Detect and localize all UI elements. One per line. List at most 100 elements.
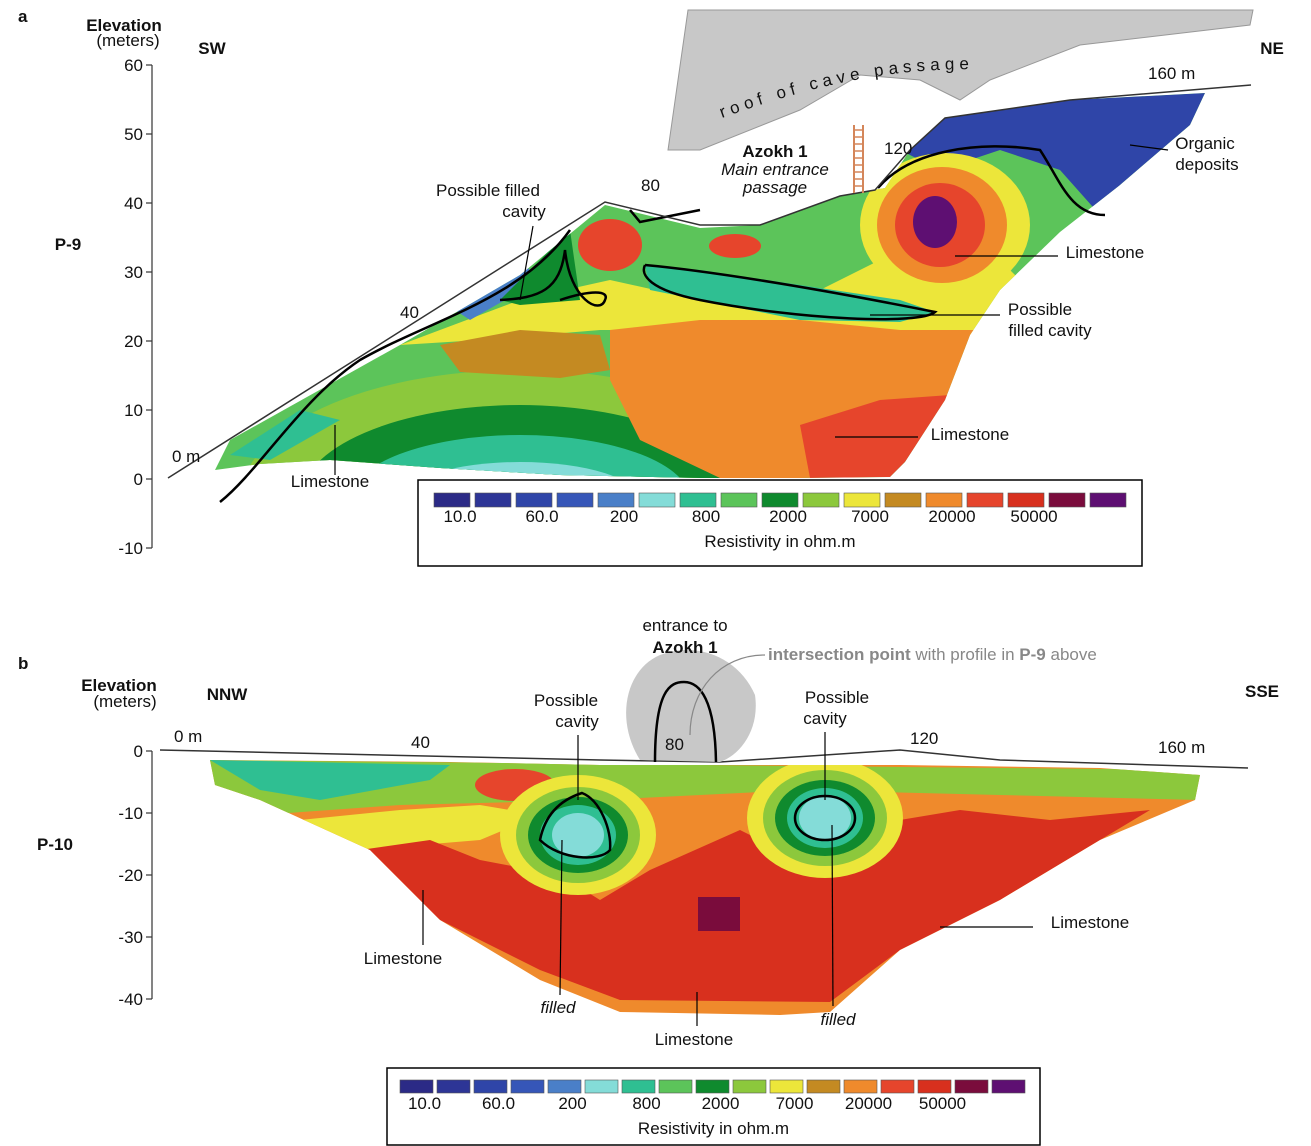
legend-label: 50000 — [1010, 507, 1057, 526]
tick-label: -30 — [118, 928, 143, 947]
legend-label: 2000 — [769, 507, 807, 526]
annotation: Limestone — [655, 1030, 733, 1049]
legend-swatch — [680, 493, 716, 507]
site-note: Main entrance — [721, 160, 829, 179]
legend-swatch — [516, 493, 552, 507]
legend-swatch — [1049, 493, 1085, 507]
annotation: cavity — [803, 709, 847, 728]
legend-swatch — [992, 1080, 1025, 1093]
legend-swatch — [475, 493, 511, 507]
legend-label: 800 — [632, 1094, 660, 1113]
annotation: Limestone — [1066, 243, 1144, 262]
legend-label: 2000 — [702, 1094, 740, 1113]
annotation: Possible filled — [436, 181, 540, 200]
section-b — [200, 750, 1210, 1030]
distance-label: 0 m — [174, 727, 202, 746]
tick-label: 0 — [134, 470, 143, 489]
entrance-label: entrance to — [642, 616, 727, 635]
tick-label: 50 — [124, 125, 143, 144]
tick-label: 40 — [124, 194, 143, 213]
tick-label: -20 — [118, 866, 143, 885]
distance-label: 40 — [411, 733, 430, 752]
legend-label: 200 — [558, 1094, 586, 1113]
tick-label: 0 — [134, 742, 143, 761]
site-name: Azokh 1 — [742, 142, 807, 161]
legend-swatch — [639, 493, 675, 507]
legend-swatch — [557, 493, 593, 507]
annotation: Limestone — [1051, 913, 1129, 932]
legend-swatch — [926, 493, 962, 507]
legend-swatch — [622, 1080, 655, 1093]
zone — [698, 897, 740, 931]
legend-swatch — [955, 1080, 988, 1093]
zone — [913, 196, 957, 248]
annotation: cavity — [502, 202, 546, 221]
distance-label: 120 — [884, 139, 912, 158]
legend-label: 20000 — [845, 1094, 892, 1113]
legend-swatch — [807, 1080, 840, 1093]
legend-swatch — [762, 493, 798, 507]
legend-swatch — [918, 1080, 951, 1093]
profile-name: P-9 — [55, 235, 81, 254]
legend-swatch — [598, 493, 634, 507]
distance-label: 0 m — [172, 447, 200, 466]
direction: NE — [1260, 39, 1284, 58]
distance-label: 160 m — [1148, 64, 1195, 83]
tick-label: 20 — [124, 332, 143, 351]
legend-label: 7000 — [776, 1094, 814, 1113]
axis-unit: (meters) — [93, 692, 156, 711]
annotation: filled — [541, 998, 577, 1017]
legend-swatch — [659, 1080, 692, 1093]
annotation: Limestone — [291, 472, 369, 491]
annotation: Possible — [805, 688, 869, 707]
tick-label: 60 — [124, 56, 143, 75]
legend-title: Resistivity in ohm.m — [704, 532, 855, 551]
direction: NNW — [207, 685, 249, 704]
zone — [578, 219, 642, 271]
distance-label: 160 m — [1158, 738, 1205, 757]
axis-unit: (meters) — [96, 31, 159, 50]
legend-label: 200 — [610, 507, 638, 526]
legend-label: 10.0 — [408, 1094, 441, 1113]
legend-swatch — [548, 1080, 581, 1093]
legend-swatch — [770, 1080, 803, 1093]
legend-swatch — [1090, 493, 1126, 507]
annotation: cavity — [555, 712, 599, 731]
distance-label: 120 — [910, 729, 938, 748]
legend-label: 10.0 — [443, 507, 476, 526]
direction: SSE — [1245, 682, 1279, 701]
annotation: deposits — [1175, 155, 1238, 174]
legend-label: 50000 — [919, 1094, 966, 1113]
legend-swatch — [844, 1080, 877, 1093]
tick-label: 30 — [124, 263, 143, 282]
site-note: passage — [742, 178, 807, 197]
profile-name: P-10 — [37, 835, 73, 854]
legend-label: 7000 — [851, 507, 889, 526]
annotation: Limestone — [931, 425, 1009, 444]
panel-letter: a — [18, 7, 28, 26]
zone — [552, 813, 604, 857]
annotation: Limestone — [364, 949, 442, 968]
legend-swatch — [803, 493, 839, 507]
legend-swatch — [881, 1080, 914, 1093]
legend-label: 60.0 — [482, 1094, 515, 1113]
legend-swatch — [696, 1080, 729, 1093]
legend-swatch — [885, 493, 921, 507]
annotation: Possible — [1008, 300, 1072, 319]
legend-swatch — [721, 493, 757, 507]
intersection-part: P-9 — [1019, 645, 1045, 664]
tick-label: -40 — [118, 990, 143, 1009]
intersection-part: above — [1046, 645, 1097, 664]
legend-label: 60.0 — [525, 507, 558, 526]
legend-swatch — [474, 1080, 507, 1093]
tick-label: -10 — [118, 804, 143, 823]
legend-swatch — [733, 1080, 766, 1093]
distance-label: 80 — [665, 735, 684, 754]
entrance-name: Azokh 1 — [652, 638, 717, 657]
legend-swatch — [1008, 493, 1044, 507]
annotation: filled cavity — [1008, 321, 1092, 340]
intersection-part: intersection point — [768, 645, 911, 664]
legend-swatch — [511, 1080, 544, 1093]
legend-title: Resistivity in ohm.m — [638, 1119, 789, 1138]
